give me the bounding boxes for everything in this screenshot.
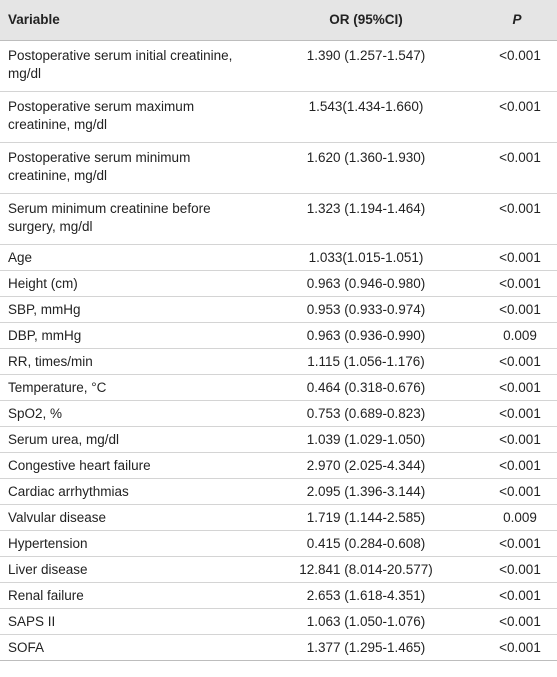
cell-variable: Serum urea, mg/dl	[0, 426, 255, 453]
cell-p: <0.001	[477, 452, 557, 479]
cell-p: 0.009	[477, 504, 557, 531]
cell-or: 1.033(1.015-1.051)	[255, 244, 477, 271]
table-header: Variable OR (95%CI) P	[0, 0, 557, 41]
cell-p: <0.001	[477, 270, 557, 297]
cell-variable: RR, times/min	[0, 348, 255, 375]
cell-p: <0.001	[477, 193, 557, 245]
cell-p: <0.001	[477, 556, 557, 583]
table-row: Hypertension 0.415 (0.284-0.608) <0.001	[0, 530, 557, 557]
cell-variable: Congestive heart failure	[0, 452, 255, 479]
cell-p: <0.001	[477, 296, 557, 323]
cell-variable: Age	[0, 244, 255, 271]
cell-p: <0.001	[477, 400, 557, 427]
cell-or: 1.039 (1.029-1.050)	[255, 426, 477, 453]
table-row: SpO2, % 0.753 (0.689-0.823) <0.001	[0, 400, 557, 427]
cell-p: <0.001	[477, 91, 557, 143]
header-row: Variable OR (95%CI) P	[0, 0, 557, 41]
cell-or: 2.653 (1.618-4.351)	[255, 582, 477, 609]
cell-variable: SOFA	[0, 634, 255, 661]
cell-variable: Height (cm)	[0, 270, 255, 297]
table-row: Valvular disease 1.719 (1.144-2.585) 0.0…	[0, 504, 557, 531]
table-body: Postoperative serum initial creatinine, …	[0, 40, 557, 661]
odds-ratio-table: Variable OR (95%CI) P Postoperative seru…	[0, 0, 557, 661]
cell-or: 0.415 (0.284-0.608)	[255, 530, 477, 557]
cell-variable: Liver disease	[0, 556, 255, 583]
cell-variable: DBP, mmHg	[0, 322, 255, 349]
cell-variable: SBP, mmHg	[0, 296, 255, 323]
cell-p: <0.001	[477, 40, 557, 92]
table-row: Postoperative serum initial creatinine, …	[0, 40, 557, 92]
cell-or: 0.753 (0.689-0.823)	[255, 400, 477, 427]
table-row: DBP, mmHg 0.963 (0.936-0.990) 0.009	[0, 322, 557, 349]
cell-p: <0.001	[477, 530, 557, 557]
cell-or: 1.543(1.434-1.660)	[255, 91, 477, 143]
cell-variable: Valvular disease	[0, 504, 255, 531]
cell-or: 0.953 (0.933-0.974)	[255, 296, 477, 323]
cell-or: 1.063 (1.050-1.076)	[255, 608, 477, 635]
cell-p: <0.001	[477, 582, 557, 609]
cell-p: 0.009	[477, 322, 557, 349]
header-or: OR (95%CI)	[255, 0, 477, 41]
cell-p: <0.001	[477, 608, 557, 635]
cell-or: 0.464 (0.318-0.676)	[255, 374, 477, 401]
cell-or: 1.719 (1.144-2.585)	[255, 504, 477, 531]
table-row: Temperature, °C 0.464 (0.318-0.676) <0.0…	[0, 374, 557, 401]
cell-p: <0.001	[477, 348, 557, 375]
odds-ratio-table-container: Variable OR (95%CI) P Postoperative seru…	[0, 0, 557, 661]
cell-variable: Serum minimum creatinine before surgery,…	[0, 193, 255, 245]
table-row: SBP, mmHg 0.953 (0.933-0.974) <0.001	[0, 296, 557, 323]
cell-variable: SpO2, %	[0, 400, 255, 427]
cell-p: <0.001	[477, 142, 557, 194]
cell-p: <0.001	[477, 374, 557, 401]
table-row: Cardiac arrhythmias 2.095 (1.396-3.144) …	[0, 478, 557, 505]
cell-or: 2.095 (1.396-3.144)	[255, 478, 477, 505]
table-row: RR, times/min 1.115 (1.056-1.176) <0.001	[0, 348, 557, 375]
table-row: Postoperative serum minimum creatinine, …	[0, 142, 557, 194]
cell-variable: Renal failure	[0, 582, 255, 609]
header-p: P	[477, 0, 557, 41]
table-row: Postoperative serum maximum creatinine, …	[0, 91, 557, 143]
cell-or: 1.323 (1.194-1.464)	[255, 193, 477, 245]
table-row: Renal failure 2.653 (1.618-4.351) <0.001	[0, 582, 557, 609]
cell-or: 0.963 (0.946-0.980)	[255, 270, 477, 297]
cell-p: <0.001	[477, 478, 557, 505]
cell-variable: Postoperative serum minimum creatinine, …	[0, 142, 255, 194]
cell-or: 1.390 (1.257-1.547)	[255, 40, 477, 92]
cell-variable: Postoperative serum initial creatinine, …	[0, 40, 255, 92]
table-row: Serum minimum creatinine before surgery,…	[0, 193, 557, 245]
cell-p: <0.001	[477, 244, 557, 271]
table-row: SOFA 1.377 (1.295-1.465) <0.001	[0, 634, 557, 661]
cell-or: 12.841 (8.014-20.577)	[255, 556, 477, 583]
table-row: Serum urea, mg/dl 1.039 (1.029-1.050) <0…	[0, 426, 557, 453]
table-row: SAPS II 1.063 (1.050-1.076) <0.001	[0, 608, 557, 635]
cell-or: 0.963 (0.936-0.990)	[255, 322, 477, 349]
cell-variable: Cardiac arrhythmias	[0, 478, 255, 505]
cell-or: 1.377 (1.295-1.465)	[255, 634, 477, 661]
cell-p: <0.001	[477, 426, 557, 453]
header-variable: Variable	[0, 0, 255, 41]
table-row: Congestive heart failure 2.970 (2.025-4.…	[0, 452, 557, 479]
table-row: Age 1.033(1.015-1.051) <0.001	[0, 244, 557, 271]
cell-or: 1.620 (1.360-1.930)	[255, 142, 477, 194]
cell-p: <0.001	[477, 634, 557, 661]
cell-or: 1.115 (1.056-1.176)	[255, 348, 477, 375]
table-row: Liver disease 12.841 (8.014-20.577) <0.0…	[0, 556, 557, 583]
cell-variable: Temperature, °C	[0, 374, 255, 401]
cell-variable: Postoperative serum maximum creatinine, …	[0, 91, 255, 143]
cell-variable: SAPS II	[0, 608, 255, 635]
cell-variable: Hypertension	[0, 530, 255, 557]
cell-or: 2.970 (2.025-4.344)	[255, 452, 477, 479]
table-row: Height (cm) 0.963 (0.946-0.980) <0.001	[0, 270, 557, 297]
